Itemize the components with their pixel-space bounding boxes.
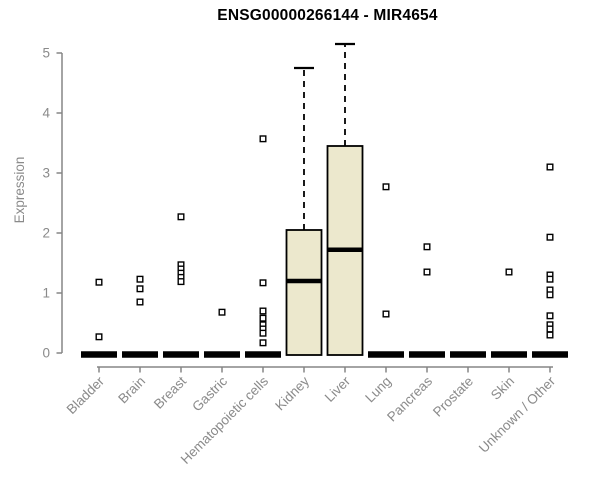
outlier-point [177, 278, 185, 286]
outlier-point [259, 135, 267, 143]
outlier-point [546, 275, 554, 283]
outlier-point [423, 268, 431, 276]
outlier-point [177, 213, 185, 221]
x-tick-label: Prostate [430, 374, 476, 420]
x-tick-label: Liver [322, 373, 354, 405]
chart-title: ENSG00000266144 - MIR4654 [217, 7, 438, 24]
outlier-point [259, 329, 267, 337]
outlier-point [259, 314, 267, 322]
box-kidney [285, 229, 323, 356]
outlier-point [505, 268, 513, 276]
x-tick-label: Breast [151, 373, 189, 411]
outlier-point [546, 325, 554, 333]
outlier-point [546, 233, 554, 241]
outlier-point [259, 279, 267, 287]
outlier-point [259, 307, 267, 315]
x-tick-label: Skin [488, 374, 517, 403]
outlier-point [423, 243, 431, 251]
outlier-point [136, 275, 144, 283]
x-tick-label: Kidney [272, 373, 312, 413]
y-tick-label: 2 [42, 226, 50, 241]
x-tick-label: Brain [115, 374, 148, 407]
y-tick-label: 3 [42, 166, 50, 181]
outlier-point [218, 308, 226, 316]
outlier-point [546, 331, 554, 339]
outlier-point [546, 163, 554, 171]
outlier-point [95, 278, 103, 286]
x-tick-label: Bladder [64, 373, 108, 417]
outlier-point [546, 291, 554, 299]
outlier-point [136, 285, 144, 293]
x-tick-label: Pancreas [384, 373, 435, 424]
outlier-point [95, 333, 103, 341]
y-tick-label: 5 [42, 46, 50, 61]
outlier-point [259, 339, 267, 347]
y-tick-label: 1 [42, 286, 50, 301]
y-tick-label: 0 [42, 346, 50, 361]
outlier-point [382, 183, 390, 191]
outlier-point [136, 298, 144, 306]
outlier-point [546, 312, 554, 320]
outlier-point [382, 310, 390, 318]
x-tick-label: Unknown / Other [476, 373, 559, 456]
x-tick-label: Lung [362, 374, 394, 406]
x-tick-label: Gastric [189, 373, 230, 414]
y-tick-label: 4 [42, 106, 50, 121]
